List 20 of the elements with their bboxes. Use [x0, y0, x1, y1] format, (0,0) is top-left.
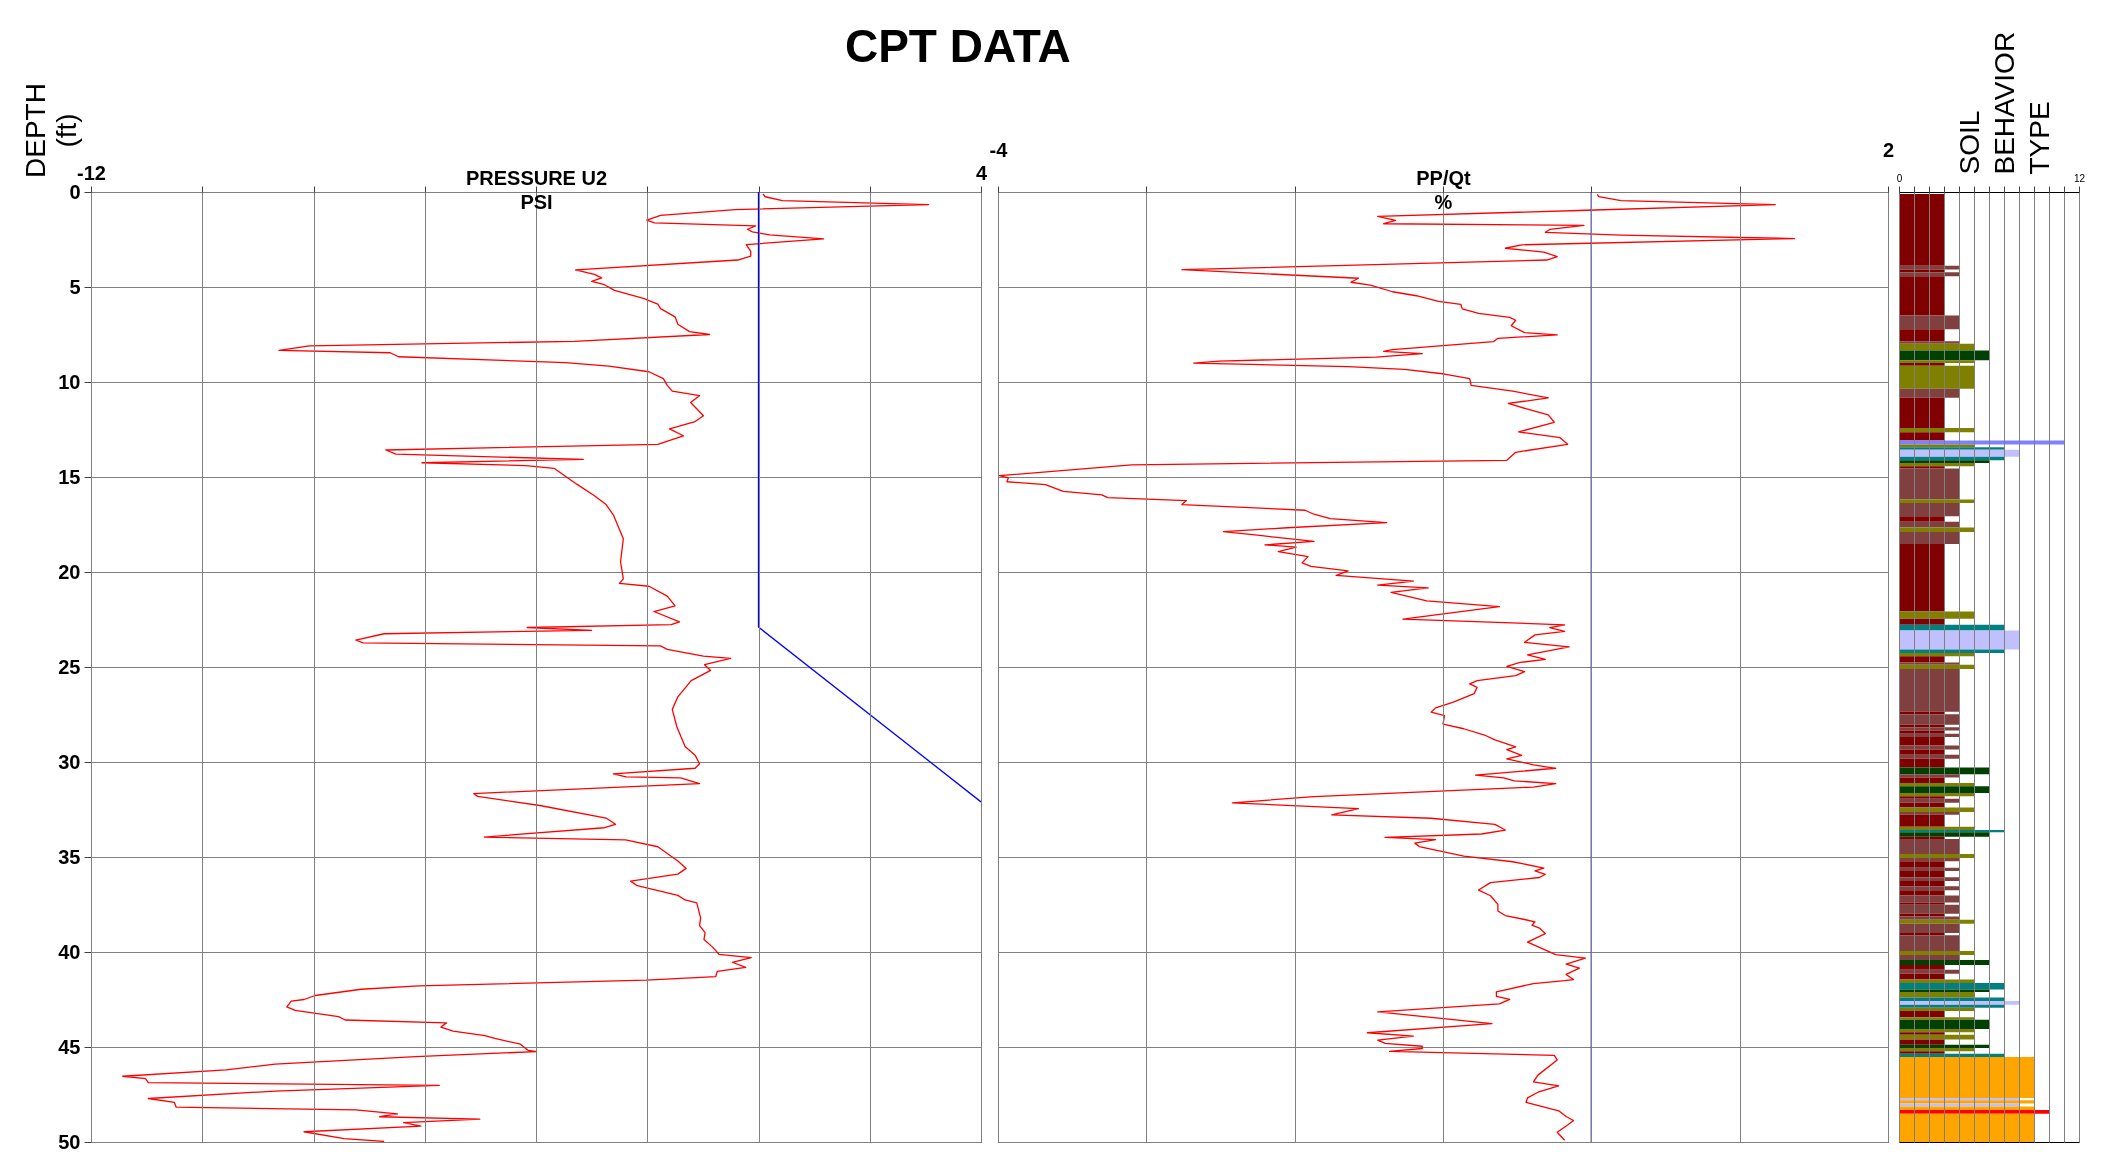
- x-axis-title: PRESSURE U2 PSI: [465, 166, 608, 213]
- y-tick-label: 45: [58, 1035, 81, 1058]
- x-tick-label: 0: [1896, 172, 1903, 184]
- y-tick-label: 20: [58, 560, 81, 583]
- y-tick-label: 50: [58, 1130, 81, 1152]
- x-axis-title: PP/Qt %: [1416, 166, 1472, 213]
- chart-title: CPT DATA: [844, 20, 1071, 73]
- y-tick-label: 5: [69, 275, 81, 298]
- y-tick-label: 15: [58, 465, 81, 488]
- y-tick-label: 30: [58, 750, 81, 773]
- chart-title: SOIL BEHAVIOR TYPE: [1953, 31, 2055, 175]
- x-tick-label: 12: [2073, 172, 2086, 184]
- y-tick-label: 40: [58, 940, 81, 963]
- y-tick-label: 35: [58, 845, 81, 868]
- x-tick-label: 2: [1882, 138, 1895, 161]
- x-tick-label: 4: [975, 161, 988, 184]
- y-tick-label: 25: [58, 655, 81, 678]
- line-series: [122, 193, 930, 1142]
- y-tick-label: 10: [58, 370, 81, 393]
- x-tick-label: -4: [989, 138, 1009, 161]
